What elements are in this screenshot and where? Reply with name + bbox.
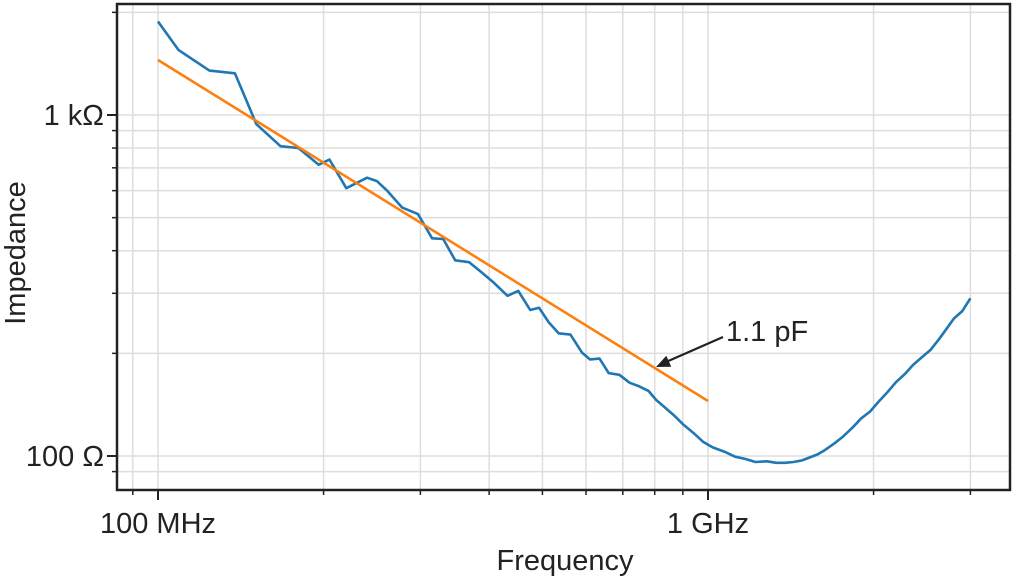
annotation-label: 1.1 pF <box>726 316 808 348</box>
fit-line <box>157 58 709 403</box>
series-layer <box>156 20 972 465</box>
x-axis-title: Frequency <box>496 545 634 577</box>
y-axis-title: Impedance <box>0 181 32 325</box>
annotation: 1.1 pF <box>656 316 808 367</box>
annotation-arrowhead <box>656 355 672 367</box>
y-tick-label: 1 kΩ <box>44 100 104 132</box>
x-tick-label: 1 GHz <box>667 508 749 540</box>
grid-lines <box>117 4 1010 490</box>
x-tick-label: 100 MHz <box>100 508 216 540</box>
annotation-arrow <box>665 335 724 364</box>
plot-frame <box>115 2 1012 492</box>
axis-ticks: 100 MHz 1 GHz 1 kΩ 100 Ω <box>26 11 972 540</box>
y-tick-label: 100 Ω <box>26 441 104 473</box>
measured-impedance-line <box>156 20 972 465</box>
